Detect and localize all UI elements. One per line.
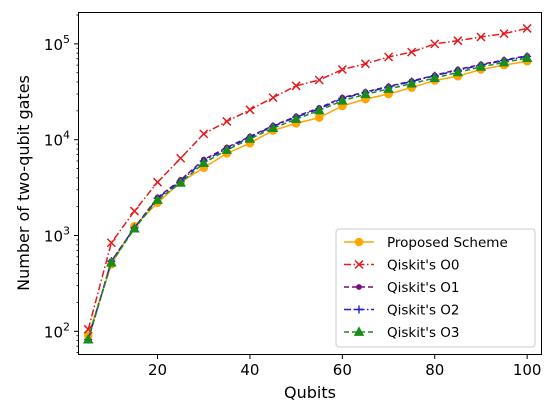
- data-point: [499, 29, 509, 39]
- legend-label: Qiskit's O1: [387, 280, 460, 296]
- data-point: [129, 222, 140, 233]
- data-point: [360, 59, 370, 69]
- data-point: [452, 66, 464, 77]
- data-point: [153, 177, 163, 187]
- series-5: [82, 52, 533, 344]
- y-tick-base: 10: [44, 132, 63, 150]
- data-point: [453, 36, 463, 46]
- legend-entry: Qiskit's O1: [344, 280, 460, 296]
- y-tick-exponent: 3: [63, 225, 70, 238]
- x-tick-label: 20: [148, 361, 167, 379]
- data-point: [406, 77, 417, 88]
- data-point: [383, 83, 394, 93]
- data-point: [199, 129, 209, 139]
- data-point: [476, 32, 486, 42]
- data-point: [384, 52, 394, 62]
- legend-entry: Qiskit's O3: [344, 325, 460, 341]
- data-point: [175, 177, 186, 187]
- data-point: [245, 105, 255, 115]
- legend-label: Qiskit's O3: [387, 325, 460, 341]
- data-point: [522, 23, 532, 33]
- legend-marker: [353, 326, 365, 336]
- series-line: [87, 57, 528, 340]
- y-tick-label: 104: [44, 129, 70, 150]
- x-axis-title: Qubits: [284, 383, 336, 402]
- data-point: [360, 88, 371, 99]
- data-point: [267, 122, 279, 133]
- data-point: [106, 238, 116, 248]
- legend-marker: [355, 305, 363, 314]
- x-tick-label: 80: [425, 361, 444, 379]
- data-point: [429, 72, 440, 82]
- y-tick-label: 102: [44, 320, 70, 341]
- legend-label: Proposed Scheme: [387, 235, 508, 251]
- y-tick-exponent: 5: [63, 33, 70, 46]
- data-point: [198, 157, 209, 167]
- data-point: [337, 64, 347, 75]
- legend-label: Qiskit's O2: [387, 303, 460, 319]
- y-tick-base: 10: [44, 323, 63, 341]
- data-point: [430, 39, 440, 49]
- x-tick-label: 100: [513, 361, 542, 379]
- data-point: [521, 52, 533, 63]
- data-point: [221, 144, 233, 154]
- legend-frame: [335, 228, 536, 348]
- legend-marker: [356, 284, 362, 290]
- x-tick-label: 60: [333, 361, 352, 379]
- data-point: [222, 116, 232, 126]
- y-tick-base: 10: [44, 36, 63, 54]
- data-point: [498, 56, 510, 67]
- data-point: [244, 133, 256, 143]
- y-tick-exponent: 2: [63, 320, 70, 333]
- plot-frame: [78, 12, 542, 355]
- data-point: [290, 113, 302, 124]
- data-point: [314, 75, 324, 85]
- x-axis: 20 40 60 80 100: [148, 354, 541, 379]
- legend-marker: [354, 237, 364, 247]
- data-point: [129, 206, 139, 216]
- data-point: [176, 153, 186, 163]
- legend-entry: Qiskit's O2: [344, 303, 460, 319]
- legend-entry: Proposed Scheme: [344, 235, 508, 251]
- data-point: [407, 47, 417, 57]
- data-point: [291, 81, 301, 91]
- data-point: [475, 61, 487, 71]
- series-line: [87, 55, 528, 340]
- data-point: [82, 333, 94, 344]
- legend-marker: [354, 259, 364, 270]
- legend-label: Qiskit's O0: [387, 258, 460, 274]
- y-axis-title: Number of two-qubit gates: [14, 75, 33, 291]
- data-point: [337, 95, 348, 105]
- series-2: [83, 23, 532, 334]
- series-layer: [82, 23, 533, 344]
- x-tick-label: 40: [240, 361, 259, 379]
- data-point: [314, 113, 324, 122]
- data-point: [152, 194, 163, 204]
- data-point: [268, 93, 278, 103]
- legend-entry: Qiskit's O0: [344, 258, 460, 274]
- y-tick-label: 105: [44, 33, 70, 54]
- legend: Proposed Scheme Qiskit's O0 Qiskit's O1 Qis…: [335, 228, 536, 348]
- y-tick-exponent: 4: [63, 129, 70, 142]
- data-point: [313, 104, 325, 115]
- data-point: [106, 257, 117, 267]
- y-tick-base: 10: [44, 228, 63, 246]
- y-tick-label: 103: [44, 225, 70, 246]
- series-line: [87, 27, 528, 330]
